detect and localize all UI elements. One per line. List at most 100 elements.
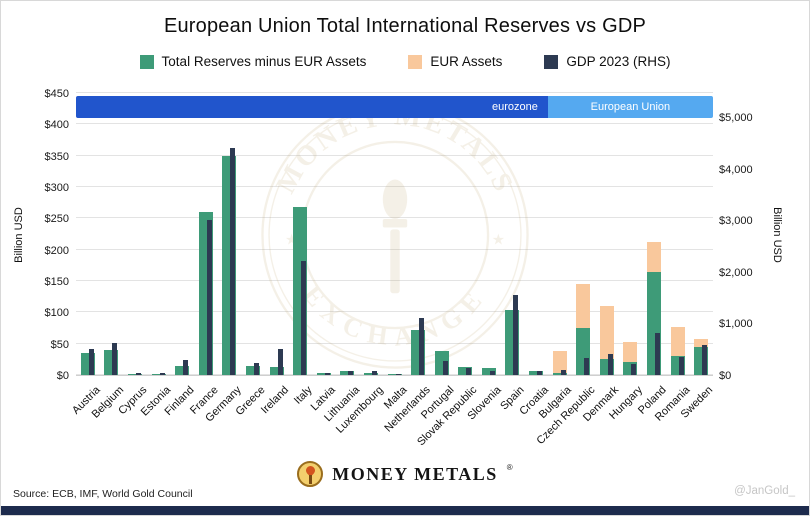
bar-gdp-lithuania	[348, 370, 354, 375]
legend-item: EUR Assets	[408, 54, 502, 69]
bar-eur-assets-romania	[670, 326, 685, 357]
bar-gdp-ireland	[277, 349, 283, 375]
bar-reserves-bulgaria	[552, 373, 567, 375]
bar-gdp-slovak-republic	[466, 368, 472, 375]
bottom-bar	[1, 506, 809, 515]
legend-label: Total Reserves minus EUR Assets	[161, 54, 367, 69]
bar-reserves-cyprus	[127, 373, 142, 375]
legend-label: EUR Assets	[430, 54, 503, 69]
bar-gdp-croatia	[537, 370, 543, 375]
left-axis-title: Billion USD	[13, 207, 25, 263]
bar-gdp-malta	[395, 373, 401, 375]
bar-eur-assets-bulgaria	[552, 351, 567, 374]
legend-label: GDP 2023 (RHS)	[566, 54, 671, 69]
european-union-band: European Union	[547, 96, 713, 118]
bar-eur-assets-hungary	[623, 342, 638, 363]
bar-gdp-finland	[183, 359, 189, 375]
gridline	[76, 154, 713, 156]
bar-reserves-luxembourg	[363, 372, 378, 375]
left-tick-label: $0	[56, 370, 69, 382]
plot-area: MONEY METALS EXCHANGE ★ ★ eurozone Europ…	[76, 92, 713, 376]
bar-reserves-ireland	[269, 367, 284, 375]
bar-eur-assets-czech-republic	[576, 284, 591, 328]
bar-eur-assets-denmark	[599, 306, 614, 360]
bar-gdp-belgium	[112, 342, 118, 375]
membership-banner: eurozone European Union	[76, 96, 713, 118]
bar-gdp-hungary	[631, 364, 637, 375]
legend-item: GDP 2023 (RHS)	[544, 54, 670, 69]
bar-reserves-slovenia	[481, 368, 496, 375]
bar-reserves-greece	[245, 365, 260, 375]
left-tick-label: $100	[44, 307, 69, 320]
bar-gdp-czech-republic	[584, 357, 590, 375]
gridline	[76, 248, 713, 250]
bar-gdp-luxembourg	[371, 370, 377, 375]
gridline	[76, 280, 713, 281]
bar-gdp-bulgaria	[560, 369, 566, 375]
left-tick-label: $350	[44, 150, 69, 163]
source-note: Source: ECB, IMF, World Gold Council	[13, 488, 193, 500]
right-axis-title: Billion USD	[771, 207, 783, 263]
watermark-star-right: ★	[492, 231, 505, 248]
legend-item: Total Reserves minus EUR Assets	[139, 54, 367, 69]
gridline	[76, 311, 713, 313]
left-tick-label: $400	[44, 119, 69, 132]
bar-reserves-slovak-republic	[458, 367, 473, 375]
bar-reserves-latvia	[316, 372, 331, 375]
money-metals-logo-icon	[297, 461, 324, 487]
author-handle: @JanGold_	[734, 485, 795, 497]
registered-mark: ®	[506, 463, 513, 472]
gridline	[76, 123, 713, 125]
bar-gdp-italy	[301, 261, 307, 375]
right-tick-label: $3,000	[719, 215, 753, 228]
bar-gdp-netherlands	[419, 318, 425, 375]
bar-reserves-malta	[387, 373, 402, 375]
bar-eur-assets-poland	[647, 241, 662, 272]
bar-gdp-france	[206, 220, 212, 375]
bar-gdp-slovenia	[489, 371, 495, 375]
gridline	[76, 217, 713, 219]
bar-gdp-germany	[230, 147, 236, 375]
legend-swatch	[139, 54, 154, 69]
right-axis-ticks: $0 $1,000 $2,000 $3,000 $4,000 $5,000	[719, 94, 779, 382]
left-tick-label: $300	[44, 182, 69, 194]
bar-gdp-spain	[513, 295, 519, 375]
bar-eur-assets-sweden	[694, 338, 709, 347]
left-tick-label: $200	[44, 244, 69, 257]
bar-gdp-greece	[253, 362, 259, 375]
gridline	[76, 92, 713, 93]
right-tick-label: $1,000	[719, 318, 753, 331]
bar-gdp-romania	[678, 356, 684, 375]
eurozone-band-label: eurozone	[491, 101, 538, 113]
bar-reserves-estonia	[151, 373, 166, 375]
watermark-torch-icon	[382, 179, 408, 294]
footer-brand: MONEY METALS ®	[1, 461, 809, 487]
bar-gdp-denmark	[607, 354, 613, 375]
brand-name: MONEY METALS	[332, 463, 498, 484]
right-tick-label: $2,000	[719, 266, 753, 279]
torch-stem-icon	[308, 475, 312, 484]
bar-reserves-croatia	[529, 371, 544, 375]
left-axis-ticks: $0 $50 $100 $150 $200 $250 $300 $350 $400 $450	[1, 88, 69, 382]
bar-gdp-cyprus	[135, 373, 141, 375]
gridline	[76, 342, 713, 344]
bar-gdp-portugal	[442, 360, 448, 375]
european-union-band-label: European Union	[590, 101, 671, 113]
left-tick-label: $450	[44, 88, 69, 100]
bar-reserves-finland	[175, 365, 190, 375]
legend-swatch	[408, 54, 423, 69]
bar-reserves-lithuania	[340, 371, 355, 375]
bar-gdp-latvia	[324, 372, 330, 375]
legend-swatch	[544, 54, 559, 69]
right-tick-label: $0	[719, 370, 732, 382]
left-tick-label: $250	[44, 213, 69, 226]
bar-gdp-poland	[655, 333, 661, 375]
right-tick-label: $4,000	[719, 163, 753, 176]
bar-gdp-estonia	[159, 372, 165, 375]
chart-title: European Union Total International Reser…	[163, 15, 647, 37]
bars-layer	[76, 94, 713, 375]
eurozone-band: eurozone	[76, 96, 548, 118]
bar-gdp-sweden	[702, 344, 708, 375]
gridline	[76, 186, 713, 187]
